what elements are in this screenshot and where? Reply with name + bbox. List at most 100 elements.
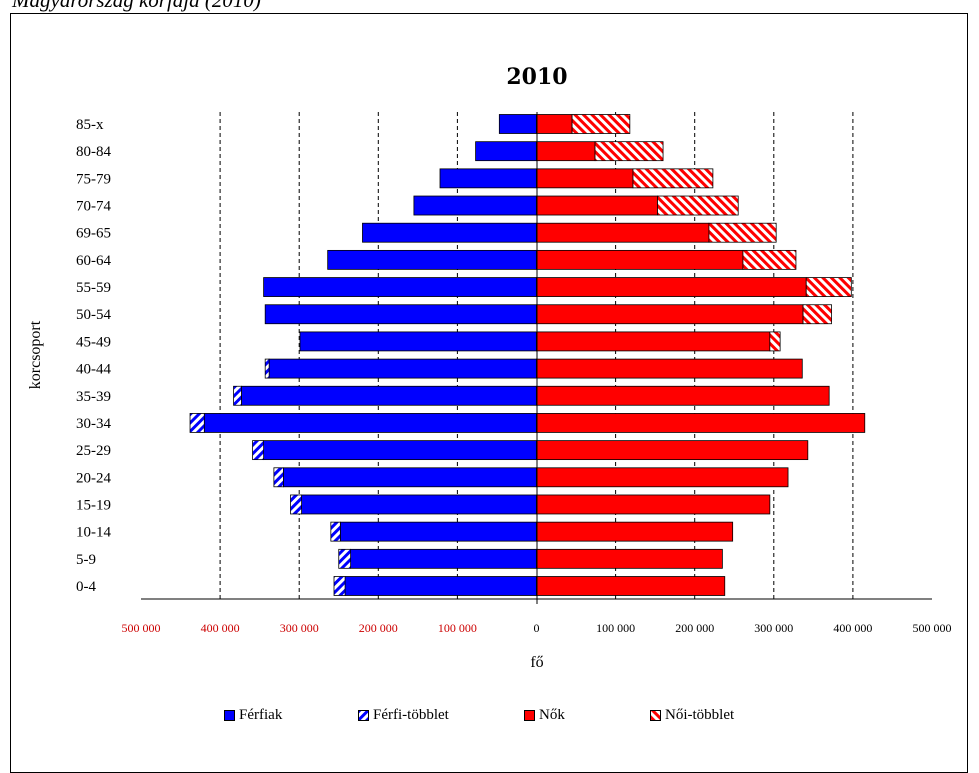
bar-ferfi-tobblet bbox=[264, 358, 270, 379]
legend-label-noi-tobblet: Női-többlet bbox=[665, 707, 735, 723]
bar-nok bbox=[536, 222, 710, 243]
bar-ferfi-tobblet bbox=[233, 385, 242, 406]
bar-nok bbox=[536, 548, 723, 569]
y-tick-label: 5-9 bbox=[76, 552, 96, 568]
y-tick-label: 0-4 bbox=[76, 579, 96, 595]
bar-nok bbox=[536, 168, 634, 189]
bar-nok bbox=[536, 494, 771, 515]
x-axis-tick-labels: 500 000 400 000 300 000 200 000 100 000 0 100 … bbox=[122, 621, 952, 635]
y-axis-tick-labels: 85-x 80-84 75-79 70-74 69-65 60-64 55-59 50-54 4… bbox=[76, 117, 111, 595]
bar-nok bbox=[536, 440, 809, 461]
y-axis-label: korcsoport bbox=[27, 320, 44, 389]
x-tick-label: 0 bbox=[534, 621, 540, 635]
bar-ferfi-tobblet bbox=[290, 494, 302, 515]
legend-swatch-ferfiak bbox=[224, 710, 235, 721]
bar-noi-tobblet bbox=[571, 114, 631, 134]
bar-ferfiak bbox=[263, 440, 537, 461]
bar-noi-tobblet bbox=[802, 304, 832, 325]
bar-nok bbox=[536, 277, 807, 297]
bar-ferfi-tobblet bbox=[189, 413, 205, 433]
bar-ferfi-tobblet bbox=[338, 548, 352, 569]
legend-label-ferfiak: Férfiak bbox=[239, 707, 283, 723]
population-pyramid-chart: 2010 85-x 80-84 75-79 70-74 69-65 60-64 55-59 5… bbox=[27, 64, 952, 671]
bar-noi-tobblet bbox=[742, 249, 797, 270]
bar-nok bbox=[536, 576, 726, 596]
x-axis-label: fő bbox=[530, 654, 543, 671]
legend-item-nok: Nők bbox=[524, 707, 565, 724]
legend: Férfiak Férfi-többlet Nők Női-többlet bbox=[0, 707, 979, 727]
figure-caption: Magyarország korfája (2010) bbox=[12, 0, 261, 12]
y-tick-label: 45-49 bbox=[76, 334, 111, 350]
bar-noi-tobblet bbox=[769, 331, 781, 352]
bar-ferfiak bbox=[268, 358, 537, 379]
bar-noi-tobblet bbox=[594, 141, 664, 162]
y-tick-label: 75-79 bbox=[76, 171, 111, 187]
y-tick-label: 80-84 bbox=[76, 144, 111, 160]
y-tick-label: 55-59 bbox=[76, 280, 111, 296]
y-tick-label: 69-65 bbox=[76, 226, 111, 242]
legend-swatch-noi-tobblet bbox=[650, 710, 661, 721]
bar-ferfiak bbox=[475, 141, 537, 162]
legend-item-ferfi-tobblet: Férfi-többlet bbox=[358, 707, 449, 724]
bar-noi-tobblet bbox=[632, 168, 714, 189]
x-tick-label: 300 000 bbox=[754, 621, 793, 635]
bar-noi-tobblet bbox=[805, 277, 852, 297]
bar-ferfiak bbox=[264, 304, 537, 325]
legend-swatch-nok bbox=[524, 710, 535, 721]
y-tick-label: 35-39 bbox=[76, 389, 111, 405]
bar-ferfiak bbox=[282, 467, 537, 488]
legend-swatch-ferfi-tobblet bbox=[358, 710, 369, 721]
y-tick-label: 70-74 bbox=[76, 199, 111, 215]
bar-noi-tobblet bbox=[657, 195, 739, 216]
bar-nok bbox=[536, 331, 771, 352]
x-tick-label: 100 000 bbox=[438, 621, 477, 635]
bar-ferfiak bbox=[299, 331, 537, 352]
bar-ferfiak bbox=[344, 576, 537, 596]
x-tick-label: 500 000 bbox=[122, 621, 161, 635]
legend-label-nok: Nők bbox=[539, 707, 565, 723]
x-tick-label: 100 000 bbox=[596, 621, 635, 635]
bars bbox=[189, 114, 866, 596]
bar-nok bbox=[536, 195, 658, 216]
bar-ferfiak bbox=[203, 413, 537, 433]
bar-nok bbox=[536, 413, 866, 433]
y-tick-label: 20-24 bbox=[76, 470, 111, 486]
y-tick-label: 25-29 bbox=[76, 443, 111, 459]
bar-ferfiak bbox=[498, 114, 537, 134]
y-tick-label: 15-19 bbox=[76, 497, 111, 513]
bar-ferfiak bbox=[327, 249, 537, 270]
x-tick-label: 400 000 bbox=[201, 621, 240, 635]
bar-nok bbox=[536, 358, 803, 379]
y-tick-label: 10-14 bbox=[76, 525, 111, 541]
bar-nok bbox=[536, 114, 573, 134]
bar-noi-tobblet bbox=[708, 222, 777, 243]
bar-nok bbox=[536, 385, 830, 406]
x-tick-label: 200 000 bbox=[359, 621, 398, 635]
bar-ferfiak bbox=[413, 195, 537, 216]
bar-nok bbox=[536, 141, 596, 162]
chart-title: 2010 bbox=[506, 64, 567, 90]
bar-ferfi-tobblet bbox=[330, 521, 341, 542]
legend-item-noi-tobblet: Női-többlet bbox=[650, 707, 734, 724]
x-tick-label: 300 000 bbox=[280, 621, 319, 635]
y-tick-label: 50-54 bbox=[76, 307, 111, 323]
y-tick-label: 85-x bbox=[76, 117, 104, 133]
x-tick-label: 400 000 bbox=[833, 621, 872, 635]
legend-label-ferfi-tobblet: Férfi-többlet bbox=[373, 707, 449, 723]
bar-ferfi-tobblet bbox=[252, 440, 265, 461]
bar-nok bbox=[536, 521, 734, 542]
bar-nok bbox=[536, 304, 804, 325]
y-tick-label: 60-64 bbox=[76, 253, 111, 269]
bar-nok bbox=[536, 249, 744, 270]
bar-ferfi-tobblet bbox=[273, 467, 284, 488]
bar-nok bbox=[536, 467, 789, 488]
bar-ferfi-tobblet bbox=[333, 576, 346, 596]
x-tick-label: 200 000 bbox=[675, 621, 714, 635]
x-tick-label: 500 000 bbox=[913, 621, 952, 635]
y-tick-label: 40-44 bbox=[76, 362, 111, 378]
bar-ferfiak bbox=[263, 277, 537, 297]
bar-ferfiak bbox=[241, 385, 537, 406]
bar-ferfiak bbox=[339, 521, 537, 542]
bar-ferfiak bbox=[439, 168, 537, 189]
legend-item-ferfiak: Férfiak bbox=[224, 707, 282, 724]
